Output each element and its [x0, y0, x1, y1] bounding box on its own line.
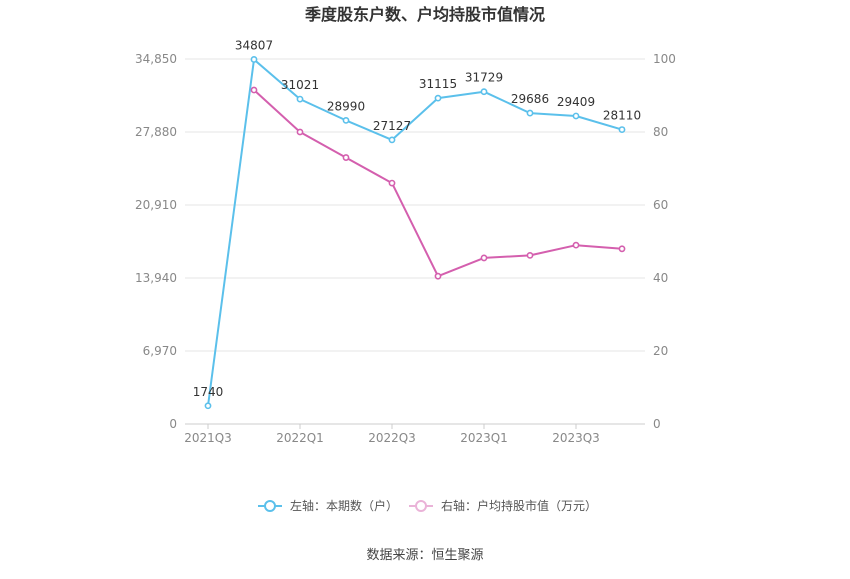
- data-label: 28110: [603, 109, 641, 123]
- data-label: 29409: [557, 95, 595, 109]
- data-label: 31115: [419, 77, 457, 91]
- data-label: 29686: [511, 92, 549, 106]
- x-axis-tick-label: 2023Q1: [460, 431, 508, 445]
- series-point-1: [342, 154, 350, 161]
- grid-lines: [185, 58, 645, 352]
- data-labels: 1740 34807 31021 28990 27127 31115 31729 29686 2…: [193, 38, 641, 398]
- series-point-1: [480, 254, 488, 262]
- legend-label-households: 左轴：本期数（户）: [290, 498, 398, 513]
- series-point-1: [388, 179, 396, 187]
- left-axis-tick-label: 34,850: [135, 52, 177, 66]
- legend-item-households[interactable]: 左轴：本期数（户）: [258, 498, 398, 513]
- series-line-1: [253, 89, 623, 278]
- series-point-0: [480, 88, 488, 96]
- data-label: 34807: [235, 38, 273, 52]
- x-axis-tick-label: 2022Q3: [368, 431, 416, 445]
- data-label: 28990: [327, 99, 365, 113]
- chart-title: 季度股东户数、户均持股市值情况: [304, 5, 545, 24]
- legend-item-avg-value[interactable]: 右轴：户均持股市值（万元）: [409, 498, 597, 513]
- left-axis-tick-label: 27,880: [135, 125, 177, 139]
- series-point-1: [250, 86, 258, 94]
- data-source: 数据来源：恒生聚源: [366, 548, 483, 563]
- series-point-0: [388, 136, 396, 144]
- legend-label-avg-value: 右轴：户均持股市值（万元）: [441, 498, 597, 513]
- right-axis-tick-label: 0: [653, 417, 661, 431]
- series-point-0: [618, 126, 626, 133]
- series-point-0: [434, 94, 442, 102]
- series-point-0: [572, 112, 580, 120]
- data-label: 27127: [373, 119, 411, 133]
- series-point-0: [250, 56, 258, 63]
- series-point-1: [296, 128, 304, 136]
- right-axis-tick-label: 80: [653, 125, 668, 139]
- series-point-0: [526, 109, 534, 117]
- legend-blue-swatch-marker: [264, 500, 276, 512]
- x-axis-tick-label: 2023Q3: [552, 431, 600, 445]
- series-point-0: [204, 402, 212, 410]
- legend-pink-swatch-marker: [415, 500, 427, 512]
- left-axis-tick-label: 0: [169, 417, 177, 431]
- legend: 左轴：本期数（户） 右轴：户均持股市值（万元）: [258, 498, 597, 513]
- series-line-0: [207, 58, 623, 406]
- right-axis-tick-label: 20: [653, 344, 668, 358]
- right-axis-tick-label: 40: [653, 271, 668, 285]
- axes: 0 0 6,970 20 13,940 40 20,910 60 27,880 80 34,850 1…: [135, 52, 676, 445]
- left-axis-tick-label: 13,940: [135, 271, 177, 285]
- series-lines: [204, 56, 626, 410]
- right-axis-tick-label: 100: [653, 52, 676, 66]
- x-axis-tick-label: 2021Q3: [184, 431, 232, 445]
- x-axis-tick-label: 2022Q1: [276, 431, 324, 445]
- left-axis-tick-label: 20,910: [135, 198, 177, 212]
- left-axis-tick-label: 6,970: [143, 344, 177, 358]
- series-point-1: [618, 245, 626, 253]
- data-label: 1740: [193, 385, 224, 399]
- data-label: 31021: [281, 78, 319, 92]
- series-point-0: [296, 95, 304, 103]
- series-point-1: [526, 251, 534, 259]
- series-point-1: [434, 272, 442, 280]
- data-label: 31729: [465, 71, 503, 85]
- right-axis-tick-label: 60: [653, 198, 668, 212]
- series-point-0: [342, 116, 350, 124]
- series-point-1: [572, 241, 580, 249]
